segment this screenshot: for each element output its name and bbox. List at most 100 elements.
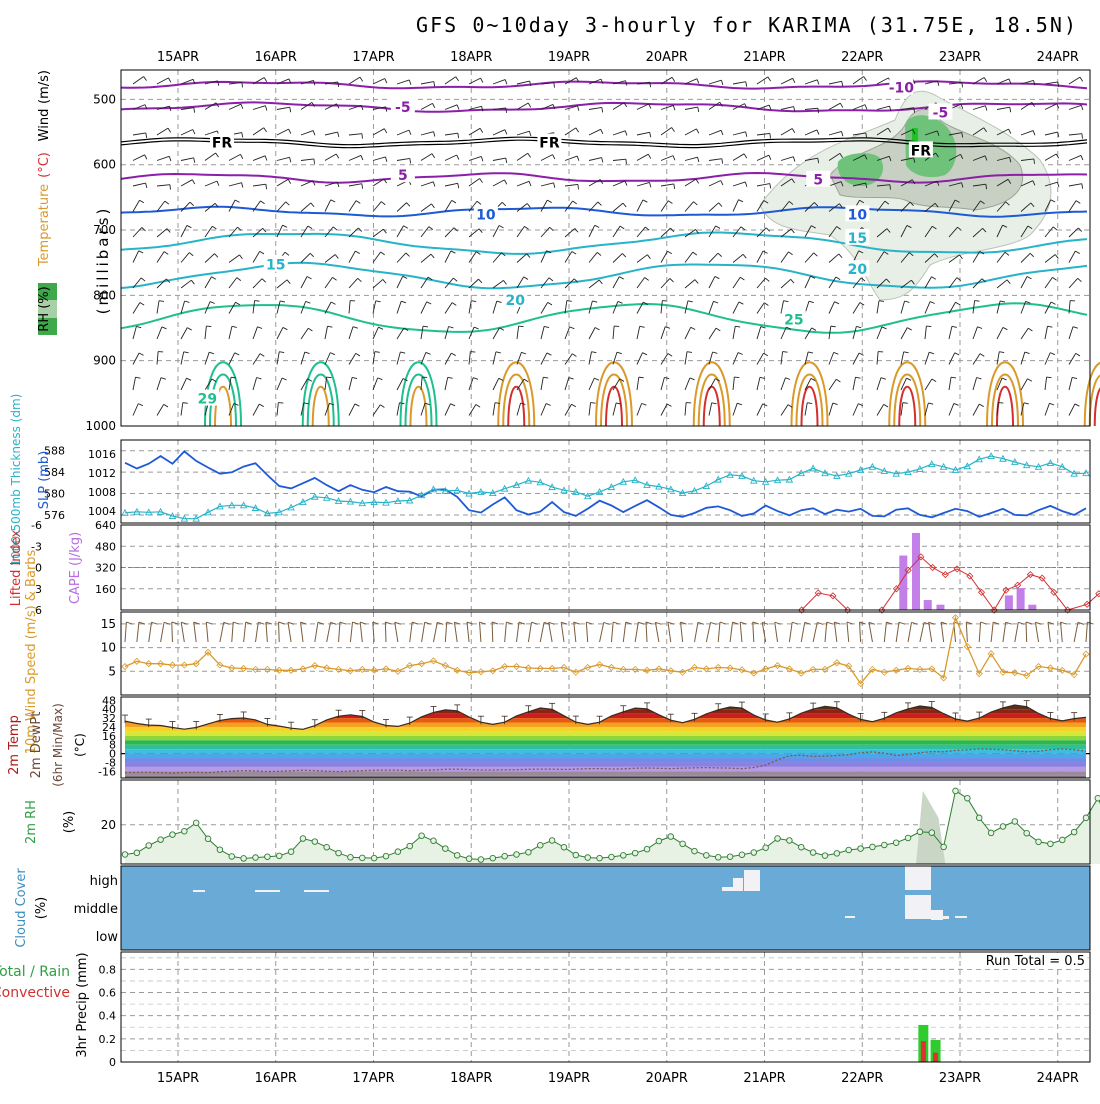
precip-tick-label: 0.2 (99, 1033, 117, 1046)
rh-marker (680, 841, 686, 847)
precip-total-legend: Total / Rain (0, 964, 70, 980)
rh-marker (431, 838, 437, 844)
temperature-band (121, 740, 1090, 744)
temperature-unit-label: (°C) (37, 152, 52, 178)
rh-marker (953, 788, 959, 794)
date-label-bottom: 19APR (548, 1071, 590, 1086)
date-label-top: 17APR (352, 50, 394, 65)
date-label-bottom: 23APR (939, 1071, 981, 1086)
rh-marker (941, 844, 947, 850)
rh-axis-label: RH (%) (37, 286, 52, 331)
wind-barb-flag (926, 326, 931, 327)
cloud-level-label: low (96, 930, 119, 945)
wind-barb-flag (1034, 159, 1035, 164)
rh-marker (965, 795, 971, 801)
wind-barb-flag (506, 108, 507, 113)
rh-marker (1059, 837, 1065, 843)
date-label-top: 18APR (450, 50, 492, 65)
wind-tick-label: 5 (108, 664, 116, 678)
rh-marker (253, 855, 259, 861)
date-label-top: 19APR (548, 50, 590, 65)
cloud-cell (255, 890, 280, 892)
rh-marker (893, 840, 899, 846)
rh-marker (300, 836, 306, 842)
wind-barb-flag (362, 134, 363, 139)
rh-marker (668, 834, 674, 840)
wind-barb-flag (783, 352, 788, 353)
rh-marker (371, 855, 377, 861)
cloud-cell (905, 895, 931, 919)
rh-marker (882, 842, 888, 848)
rh-marker (134, 850, 140, 856)
rh-marker (692, 848, 698, 854)
rh-marker (846, 847, 852, 853)
cloud-cell (845, 916, 855, 918)
rh-marker (1024, 830, 1030, 836)
date-label-bottom: 17APR (352, 1071, 394, 1086)
slp-tick-label: 1016 (88, 448, 116, 461)
temperature-band (121, 762, 1090, 766)
rh-marker (573, 852, 579, 858)
rh-marker (454, 853, 460, 859)
rh-marker (170, 832, 176, 838)
slp-tick-label: 1008 (88, 486, 116, 499)
temperature-band (121, 749, 1090, 753)
cape-axis-label: CAPE (J/kg) (68, 532, 83, 604)
pressure-tick-label: 900 (93, 354, 116, 368)
rh-marker (798, 844, 804, 850)
rh-marker (514, 852, 520, 858)
wind-tick-label: 10 (101, 641, 116, 655)
rh-marker (870, 844, 876, 850)
wind-barb-flag (962, 82, 963, 87)
rh-marker (988, 830, 994, 836)
rh-unit-label: (%) (62, 811, 77, 834)
precip-tick-label: 0 (109, 1056, 116, 1069)
wind-barb-flag (206, 326, 211, 327)
rh-marker (858, 846, 864, 852)
rh-marker (976, 815, 982, 821)
wind-barb-flag (662, 301, 667, 302)
rh-marker (478, 857, 484, 863)
rh-marker (585, 855, 591, 861)
wind-barb-flag (626, 159, 627, 164)
rh-marker (1012, 819, 1018, 825)
rh-tick-label: 20 (101, 818, 116, 832)
wind-barb-flag (519, 326, 524, 327)
rh-marker (229, 854, 235, 860)
precip-tick-label: 0.4 (99, 1010, 117, 1023)
cape-bar (912, 533, 920, 610)
rh-marker (288, 849, 294, 855)
cloud-cover-fill (121, 866, 1090, 950)
rh-marker (549, 838, 555, 844)
cape-tick-label: 320 (95, 562, 116, 575)
cape-tick-label: 640 (95, 519, 116, 532)
temperature-axis-label: Temperature (37, 184, 52, 267)
contour-label: 20 (505, 293, 525, 309)
rh-marker (787, 838, 793, 844)
rh-marker (395, 849, 401, 855)
rh-marker (205, 836, 211, 842)
page-title: GFS 0~10day 3-hourly for KARIMA (31.75E,… (416, 13, 1076, 37)
surface-wind-barb-shaft (385, 622, 386, 642)
wind-barb-flag (975, 301, 980, 302)
contour-label: 29 (198, 392, 217, 408)
temperature-band (121, 758, 1090, 762)
rh-marker (502, 853, 508, 859)
rh-marker (182, 828, 188, 834)
cloud-cell (193, 890, 205, 892)
rh-marker (312, 839, 318, 845)
date-label-top: 23APR (939, 50, 981, 65)
contour-label: 25 (784, 313, 803, 329)
cloud-cell (931, 910, 943, 920)
cape-bar (1028, 605, 1036, 610)
rh-marker (1095, 795, 1100, 801)
li-tick-label: -6 (31, 519, 42, 532)
wind-barb-flag (818, 108, 819, 113)
wind-barb-flag (890, 185, 891, 190)
precip-convective-legend: Convective (0, 985, 70, 1001)
contour-label: -5 (933, 105, 949, 121)
surface-wind-barb-shaft (1026, 622, 1027, 642)
cloud-cell (943, 916, 949, 919)
rh-marker (443, 846, 449, 852)
